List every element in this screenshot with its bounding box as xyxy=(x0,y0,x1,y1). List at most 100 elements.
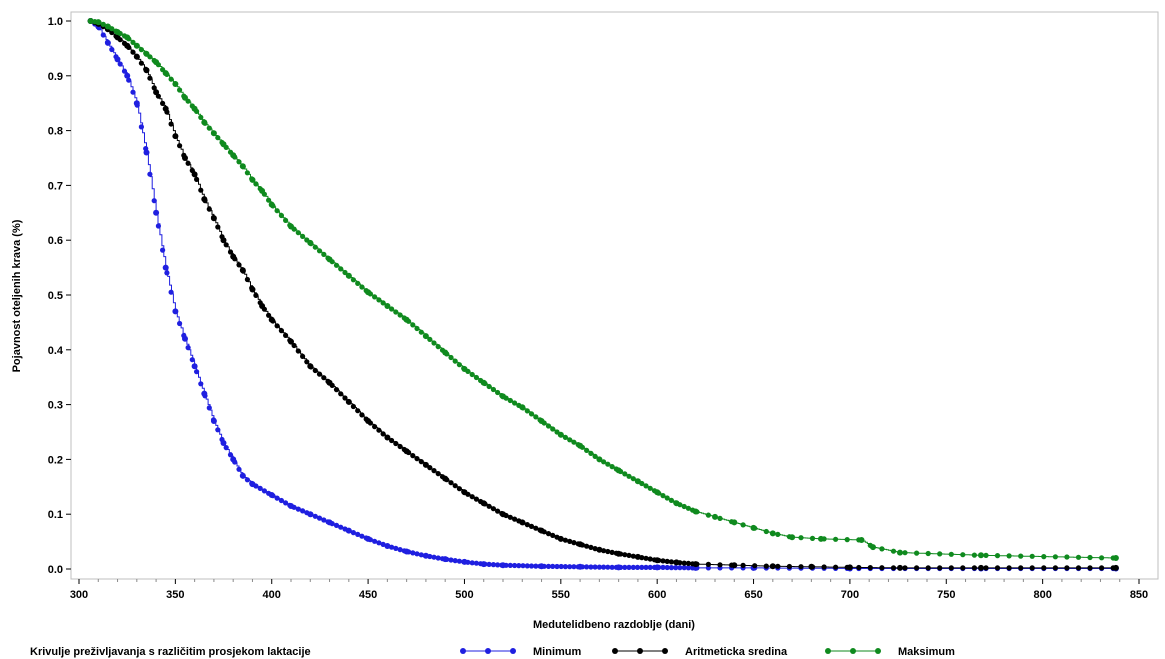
data-point xyxy=(182,155,188,161)
series-point xyxy=(435,555,441,561)
series-point xyxy=(316,248,323,254)
series-point xyxy=(206,206,212,212)
data-point xyxy=(442,475,449,482)
data-point xyxy=(712,513,718,520)
series-point xyxy=(486,383,492,390)
series-point xyxy=(253,181,259,187)
series-point xyxy=(677,565,683,571)
series-point xyxy=(948,565,954,571)
series-point xyxy=(495,562,501,568)
series-point xyxy=(507,562,513,569)
series-point xyxy=(304,359,310,365)
series-1 xyxy=(87,18,1119,571)
series-point xyxy=(879,546,885,552)
series-point xyxy=(206,125,212,131)
series-point xyxy=(1041,554,1047,560)
data-point xyxy=(731,562,738,569)
series-point xyxy=(177,320,183,327)
y-axis: 0.0 0.1 0.2 0.3 0.4 0.5 0.6 0.7 0.8 0.9 1.0 xyxy=(48,16,71,576)
series-point xyxy=(376,540,382,546)
series-point xyxy=(473,496,479,502)
series-point xyxy=(1099,565,1105,571)
series-point xyxy=(879,565,885,571)
data-point xyxy=(239,267,246,274)
series-point xyxy=(410,550,416,556)
series-point xyxy=(359,284,365,290)
series-point xyxy=(588,564,594,570)
legend: Krivulje preživljavanja s različitim pro… xyxy=(30,646,955,658)
legend-marker xyxy=(485,648,491,654)
series-point xyxy=(223,242,229,248)
series-point xyxy=(431,468,437,474)
series-point xyxy=(914,565,920,571)
series-point xyxy=(414,456,420,462)
series-point xyxy=(844,537,850,543)
y-tick-label: 0.7 xyxy=(48,180,63,192)
data-point xyxy=(519,519,526,526)
series-point xyxy=(1099,555,1105,561)
series-point xyxy=(389,437,395,444)
series-point xyxy=(452,483,458,489)
data-point xyxy=(654,564,661,571)
series-point xyxy=(130,39,136,46)
series-point xyxy=(592,564,598,570)
data-point xyxy=(577,541,584,548)
data-point xyxy=(634,478,641,485)
series-point xyxy=(545,531,552,537)
series-point xyxy=(971,552,978,558)
series-point xyxy=(321,517,327,523)
series-point xyxy=(486,503,492,509)
series-point xyxy=(431,554,437,560)
series-point xyxy=(660,564,666,571)
series-point xyxy=(550,532,556,539)
series-point xyxy=(1064,554,1070,560)
series-point xyxy=(312,244,318,250)
series-point xyxy=(567,538,573,545)
y-tick-label: 0.4 xyxy=(48,345,64,357)
series-point xyxy=(643,555,649,561)
series-point xyxy=(705,512,712,518)
x-axis: 300 350 400 450 500 550 600 650 700 750 800 850 xyxy=(70,579,1148,601)
series-point xyxy=(359,412,365,418)
series-point xyxy=(435,471,441,477)
data-point xyxy=(201,119,208,126)
series-point xyxy=(545,423,552,429)
data-point xyxy=(87,18,94,24)
series-point xyxy=(138,47,144,53)
series-point xyxy=(427,336,433,342)
series-point xyxy=(740,562,746,569)
series-point xyxy=(609,549,615,556)
data-point xyxy=(365,418,372,424)
data-point xyxy=(789,534,796,541)
series-point xyxy=(253,292,259,298)
data-point xyxy=(403,316,410,323)
data-point xyxy=(307,511,314,518)
series-point xyxy=(495,508,501,514)
legend-marker xyxy=(460,648,466,654)
series-point xyxy=(109,29,115,36)
series-point xyxy=(948,551,954,557)
series-point xyxy=(786,563,793,570)
x-tick-label: 300 xyxy=(70,589,88,601)
series-point xyxy=(1041,565,1047,571)
data-point xyxy=(230,253,237,260)
series-point xyxy=(994,565,1001,571)
data-point xyxy=(692,561,699,568)
data-point xyxy=(210,130,217,137)
series-point xyxy=(244,276,250,283)
series-point xyxy=(418,329,424,335)
x-tick-label: 550 xyxy=(552,589,570,601)
legend-marker xyxy=(825,648,831,654)
series-point xyxy=(469,560,475,566)
data-point xyxy=(769,563,776,570)
data-point xyxy=(442,349,449,356)
x-tick-label: 450 xyxy=(359,589,377,601)
series-point xyxy=(185,160,191,166)
series-layer xyxy=(87,18,1119,572)
x-tick-label: 850 xyxy=(1130,589,1148,601)
series-point xyxy=(431,340,437,346)
data-point xyxy=(870,544,876,551)
data-point xyxy=(673,500,680,507)
data-point xyxy=(153,59,160,66)
data-point xyxy=(249,176,256,183)
